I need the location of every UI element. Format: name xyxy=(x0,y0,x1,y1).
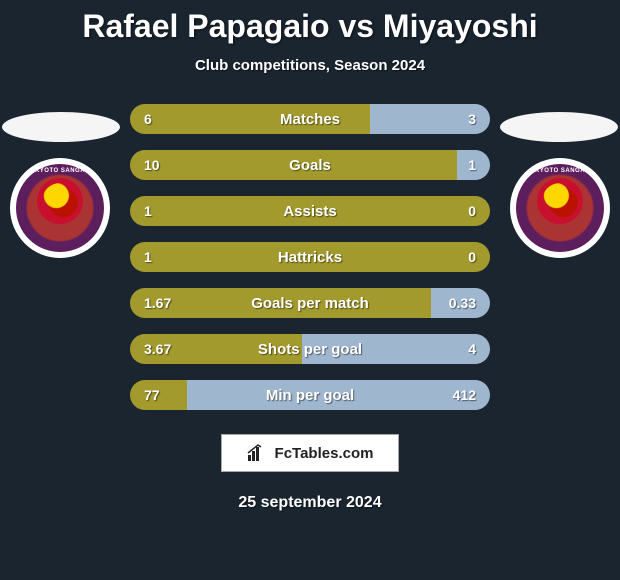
stat-bar: Shots per goal3.674 xyxy=(130,334,490,364)
stat-bar: Assists10 xyxy=(130,196,490,226)
stat-bar-left-fill xyxy=(130,380,187,410)
stat-bars: Matches63 Goals101 Assists10 Hattricks10 Goa… xyxy=(130,104,490,410)
site-logo: FcTables.com xyxy=(221,434,399,472)
generated-date: 25 september 2024 xyxy=(0,494,620,512)
right-team-badge xyxy=(510,158,610,258)
stat-bar-right-fill xyxy=(457,150,490,180)
left-team-logo-icon xyxy=(37,178,83,224)
comparison-subtitle: Club competitions, Season 2024 xyxy=(0,57,620,74)
stat-bar-left-fill xyxy=(130,334,302,364)
right-team-logo-icon xyxy=(537,178,583,224)
stat-bar: Goals101 xyxy=(130,150,490,180)
stat-bar: Hattricks10 xyxy=(130,242,490,272)
comparison-title: Rafael Papagaio vs Miyayoshi xyxy=(0,0,620,45)
stat-bar-right-fill xyxy=(431,288,490,318)
stat-bar-left-fill xyxy=(130,150,457,180)
stat-bar-left-fill xyxy=(130,242,490,272)
stat-bar-left-fill xyxy=(130,104,370,134)
stat-bar-right-fill xyxy=(187,380,490,410)
stat-bar-left-fill xyxy=(130,196,490,226)
left-ellipse xyxy=(2,112,120,142)
right-ellipse xyxy=(500,112,618,142)
comparison-content: Matches63 Goals101 Assists10 Hattricks10 Goa… xyxy=(0,104,620,410)
chart-icon xyxy=(247,443,269,463)
stat-bar: Min per goal77412 xyxy=(130,380,490,410)
stat-bar: Goals per match1.670.33 xyxy=(130,288,490,318)
stat-bar-right-fill xyxy=(370,104,490,134)
site-logo-text: FcTables.com xyxy=(275,445,374,462)
stat-bar: Matches63 xyxy=(130,104,490,134)
stat-bar-left-fill xyxy=(130,288,431,318)
left-team-badge-inner xyxy=(16,164,104,252)
left-team-badge xyxy=(10,158,110,258)
right-team-badge-inner xyxy=(516,164,604,252)
stat-bar-right-fill xyxy=(302,334,490,364)
